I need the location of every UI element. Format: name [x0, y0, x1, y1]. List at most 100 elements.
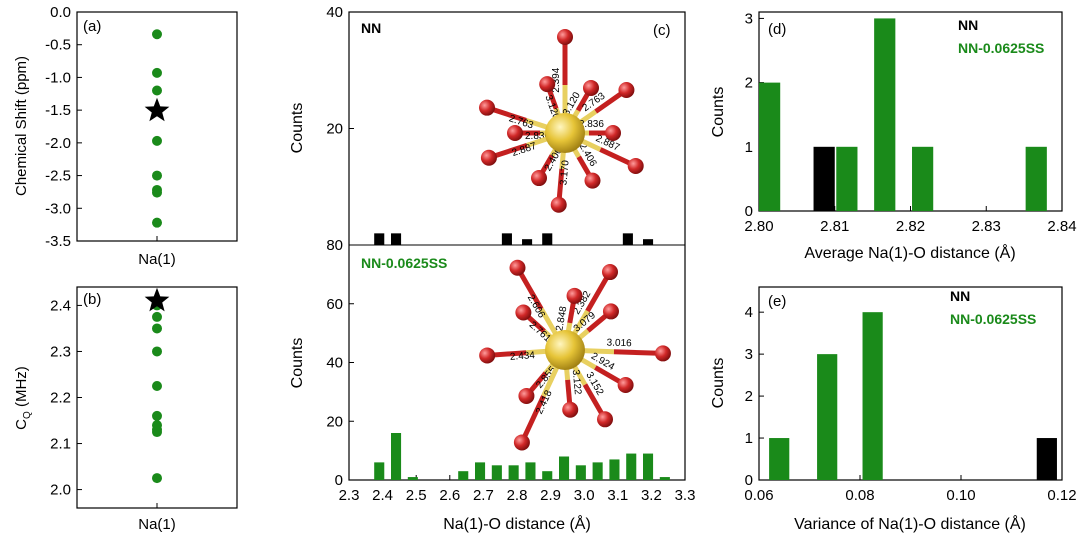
panel-e-xtick-label-3: 0.12 — [1047, 487, 1076, 504]
sodium-atom — [545, 113, 585, 153]
panel-c-bottom-xtick-label-0: 2.3 — [339, 487, 360, 504]
oxygen-atom-0 — [479, 99, 496, 116]
panel-d-bar-nn-0-0625ss-1 — [836, 146, 858, 211]
panel-c-bottom-bar-nn-0-0625ss-1 — [391, 433, 402, 480]
panel-d-xtick-label-0: 2.80 — [744, 218, 773, 235]
panel-c-bottom-ytick-label-0: 0 — [335, 472, 343, 489]
panel-a-data-point-2 — [152, 85, 162, 96]
panel-c-bottom-bar-nn-0-0625ss-0 — [374, 462, 385, 480]
oxygen-atom-1 — [602, 264, 618, 281]
panel-d-bar-nn-0-0625ss-2 — [874, 18, 896, 211]
panel-c-bottom-xtick-label-6: 2.9 — [540, 487, 561, 504]
panel-c-top-bar-nn-6 — [643, 239, 654, 245]
panel-e-label: (e) — [768, 293, 786, 310]
panel-c-ylabel-bottom: Counts — [289, 338, 306, 389]
panel-c-top-bar-nn-2 — [501, 233, 512, 245]
panel-c-bottom-bar-nn-0-0625ss-15 — [659, 477, 670, 480]
panel-e-xlabel: Variance of Na(1)-O distance (Å) — [794, 514, 1026, 533]
panel-d-bar-nn-0-0625ss-4 — [1025, 146, 1047, 211]
sodium-atom — [545, 330, 585, 370]
chart-marks: 0.0 -0.5 -1.0 -1.5 -2.0 -2.5 -3.0 -3.5 2.0 2.1 2.2… — [45, 4, 1077, 508]
panel-d-bar-nn-0-0625ss-3 — [912, 146, 934, 211]
panel-b-star-marker-0 — [144, 287, 170, 312]
bond-o-half-10 — [519, 395, 546, 444]
panel-c-bottom-ytick-label-3: 60 — [326, 296, 343, 313]
panel-a-ytick-label-0: 0.0 — [50, 4, 71, 21]
bond-length-label-3: 2.848 — [554, 305, 569, 332]
oxygen-atom-7 — [480, 149, 497, 166]
panel-c-bottom-xtick-label-2: 2.5 — [406, 487, 427, 504]
panel-e-legend-nn-ss: NN-0.0625SS — [950, 311, 1036, 327]
panel-b-xlabel: Na(1) — [138, 516, 176, 533]
panel-d-ytick-label-2: 2 — [745, 75, 753, 92]
panel-e-bar-nn-0-0625ss-1 — [817, 354, 838, 480]
panel-c-bottom-ytick-label-4: 80 — [326, 237, 343, 254]
panel-c-top-bar-nn-5 — [622, 233, 633, 245]
panel-e-xtick-label-0: 0.06 — [744, 487, 773, 504]
panel-c-top-bar-nn-3 — [522, 239, 533, 245]
panel-a-star-marker-0 — [144, 97, 170, 122]
oxygen-atom-8 — [617, 377, 634, 393]
oxygen-atom-5 — [654, 345, 671, 362]
panel-a-label: (a) — [83, 18, 101, 35]
bond-o-half-5 — [613, 349, 664, 356]
panel-a-ytick-label-2: -1.0 — [45, 69, 71, 86]
bond-length-label-5: 2.836 — [525, 131, 550, 142]
oxygen-atom-3 — [566, 287, 583, 304]
panel-a-xlabel: Na(1) — [138, 251, 176, 268]
panel-b-data-point-2 — [152, 323, 162, 334]
bond-length-label-9: 3.170 — [558, 159, 571, 185]
panel-e-ylabel: Counts — [710, 358, 727, 409]
panel-e-ytick-label-1: 1 — [745, 430, 753, 447]
oxygen-atom-6 — [605, 125, 621, 141]
panel-b-label: (b) — [83, 291, 101, 308]
oxygen-atom-3 — [583, 79, 599, 96]
oxygen-atom-9 — [550, 196, 567, 213]
panel-d-xtick-label-2: 2.82 — [896, 218, 925, 235]
panel-e-ytick-label-0: 0 — [745, 472, 753, 489]
oxygen-atom-1 — [557, 29, 573, 45]
panel-b-data-point-5 — [152, 410, 162, 421]
panel-c-top-bar-nn-1 — [391, 233, 402, 245]
panel-b-ytick-label-4: 2.4 — [50, 297, 71, 314]
panel-d-xtick-label-4: 2.84 — [1047, 218, 1076, 235]
panel-c-bottom-bar-nn-0-0625ss-10 — [575, 465, 586, 480]
panel-e-frame — [758, 286, 1063, 481]
panel-a-ytick-label-6: -3.0 — [45, 200, 71, 217]
panel-b-ytick-label-3: 2.3 — [50, 343, 71, 360]
panel-c-bottom-bar-nn-0-0625ss-6 — [508, 465, 519, 480]
bond-length-label-10: 2.418 — [534, 388, 555, 416]
panel-c-bottom-bar-nn-0-0625ss-7 — [525, 462, 536, 480]
panel-c-bottom-xtick-label-10: 3.3 — [675, 487, 696, 504]
oxygen-atom-5 — [507, 125, 523, 141]
panel-c-label: (c) — [653, 22, 671, 39]
panel-a-data-point-4 — [152, 135, 162, 146]
panel-b-ytick-label-2: 2.2 — [50, 390, 71, 407]
panel-b-data-point-3 — [152, 346, 162, 357]
oxygen-atom-10 — [584, 172, 601, 189]
panel-c-bottom-xtick-label-5: 2.8 — [507, 487, 528, 504]
oxygen-atom-2 — [515, 304, 532, 321]
panel-c-top-ytick-label-1: 40 — [326, 4, 343, 21]
bond-length-label-7: 2.887 — [511, 141, 539, 159]
panel-a-ytick-label-3: -1.5 — [45, 102, 71, 119]
panel-c-bottom-xtick-label-4: 2.7 — [473, 487, 494, 504]
panel-a-ytick-label-4: -2.0 — [45, 135, 71, 152]
panel-c-bottom-ytick-label-1: 20 — [326, 413, 343, 430]
panel-d-label: (d) — [768, 21, 786, 38]
oxygen-atom-4 — [618, 81, 635, 98]
oxygen-atom-0 — [509, 259, 526, 276]
panel-c-bottom-xtick-label-8: 3.1 — [607, 487, 628, 504]
bond-length-label-6: 2.434 — [510, 350, 536, 363]
panel-c-bottom-bar-nn-0-0625ss-13 — [626, 453, 637, 480]
panel-d-xtick-label-3: 2.83 — [972, 218, 1001, 235]
panel-b-data-point-8 — [152, 427, 162, 438]
panel-e-bar-nn-0 — [1036, 438, 1057, 480]
panel-b-data-point-1 — [152, 311, 162, 322]
panel-a-ytick-label-1: -0.5 — [45, 37, 71, 54]
panel-a-data-point-0 — [152, 29, 162, 40]
panel-a-frame — [76, 11, 238, 242]
panel-d-legend-nn-ss: NN-0.0625SS — [958, 40, 1044, 56]
panel-c-bottom-bar-nn-0-0625ss-14 — [643, 453, 654, 480]
